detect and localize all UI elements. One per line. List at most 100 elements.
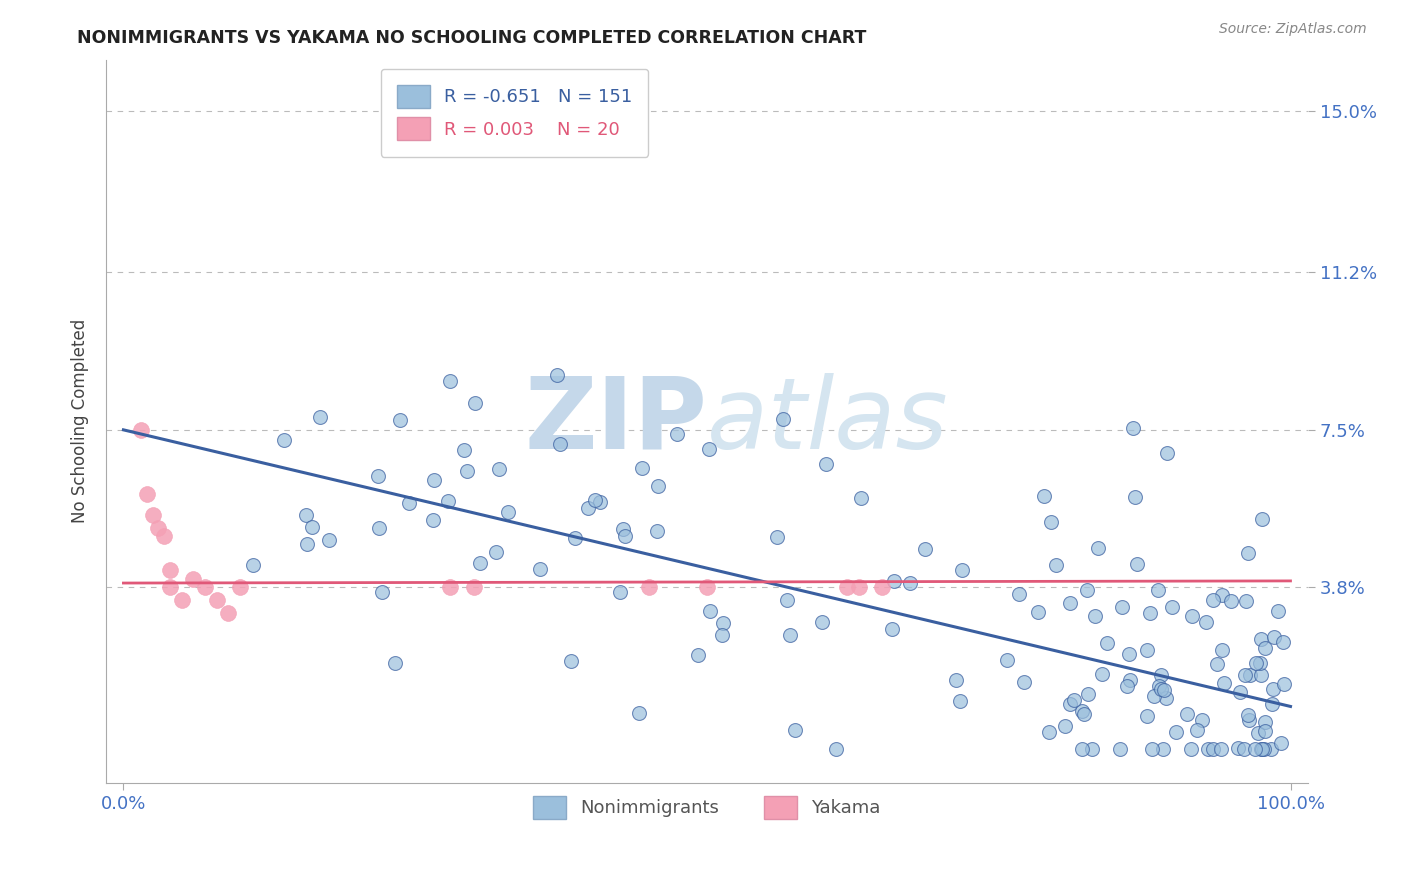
Point	[1012, 674, 1035, 689]
Point	[1237, 546, 1260, 560]
Text: atlas: atlas	[707, 373, 949, 470]
Point	[814, 457, 837, 471]
Point	[1220, 594, 1243, 608]
Point	[1139, 606, 1161, 620]
Point	[612, 522, 634, 536]
Point	[1033, 489, 1056, 503]
Point	[1260, 742, 1282, 756]
Point	[135, 486, 157, 500]
Point	[1181, 608, 1204, 623]
Point	[1156, 446, 1178, 460]
Point	[1059, 697, 1081, 711]
Point	[194, 580, 217, 594]
Point	[666, 427, 689, 442]
Point	[1150, 668, 1173, 682]
Point	[1070, 704, 1092, 718]
Point	[1026, 605, 1049, 619]
Legend: Nonimmigrants, Yakama: Nonimmigrants, Yakama	[526, 789, 887, 826]
Point	[1152, 742, 1174, 756]
Point	[614, 529, 637, 543]
Point	[309, 410, 332, 425]
Point	[949, 694, 972, 708]
Point	[273, 433, 295, 447]
Point	[945, 673, 967, 688]
Point	[1202, 742, 1225, 756]
Point	[1115, 679, 1137, 693]
Point	[835, 580, 858, 594]
Point	[880, 623, 903, 637]
Point	[1195, 615, 1218, 629]
Point	[1254, 715, 1277, 730]
Point	[1045, 558, 1067, 572]
Point	[1087, 541, 1109, 555]
Point	[1237, 707, 1260, 722]
Text: Source: ZipAtlas.com: Source: ZipAtlas.com	[1219, 22, 1367, 37]
Point	[129, 423, 152, 437]
Point	[564, 531, 586, 545]
Point	[1091, 667, 1114, 681]
Point	[995, 653, 1018, 667]
Point	[297, 537, 319, 551]
Point	[1261, 697, 1284, 711]
Point	[711, 616, 734, 631]
Point	[711, 628, 734, 642]
Point	[1095, 636, 1118, 650]
Point	[688, 648, 710, 662]
Point	[1150, 682, 1173, 697]
Point	[1247, 726, 1270, 740]
Point	[1205, 657, 1227, 672]
Point	[1125, 490, 1147, 504]
Point	[851, 491, 873, 506]
Point	[1270, 736, 1292, 750]
Point	[546, 368, 568, 383]
Point	[205, 593, 228, 607]
Y-axis label: No Schooling Completed: No Schooling Completed	[72, 319, 89, 524]
Point	[463, 580, 485, 594]
Point	[389, 413, 412, 427]
Point	[898, 576, 921, 591]
Point	[1122, 420, 1144, 434]
Point	[1083, 609, 1105, 624]
Point	[1109, 742, 1132, 756]
Point	[1063, 692, 1085, 706]
Point	[159, 563, 181, 577]
Point	[295, 508, 318, 523]
Point	[1211, 642, 1233, 657]
Point	[785, 723, 807, 738]
Point	[696, 580, 718, 594]
Point	[1234, 594, 1257, 608]
Point	[1161, 600, 1184, 615]
Point	[772, 411, 794, 425]
Point	[1073, 706, 1095, 721]
Point	[242, 558, 264, 572]
Point	[1263, 631, 1285, 645]
Point	[914, 542, 936, 557]
Point	[453, 443, 475, 458]
Point	[1136, 708, 1159, 723]
Point	[301, 520, 323, 534]
Point	[1126, 557, 1149, 571]
Point	[1251, 742, 1274, 756]
Point	[627, 706, 650, 720]
Point	[1211, 588, 1233, 602]
Text: ZIP: ZIP	[524, 373, 707, 470]
Point	[159, 580, 181, 594]
Point	[1213, 676, 1236, 690]
Point	[1267, 604, 1289, 618]
Point	[456, 463, 478, 477]
Point	[1185, 723, 1208, 737]
Point	[439, 375, 461, 389]
Point	[498, 505, 520, 519]
Point	[368, 521, 391, 535]
Point	[1140, 742, 1163, 756]
Point	[470, 556, 492, 570]
Point	[1244, 657, 1267, 671]
Point	[810, 615, 832, 629]
Point	[1059, 596, 1081, 610]
Point	[631, 461, 654, 475]
Point	[1227, 741, 1250, 756]
Point	[765, 530, 787, 544]
Point	[1143, 689, 1166, 703]
Point	[697, 442, 720, 457]
Point	[1233, 668, 1256, 682]
